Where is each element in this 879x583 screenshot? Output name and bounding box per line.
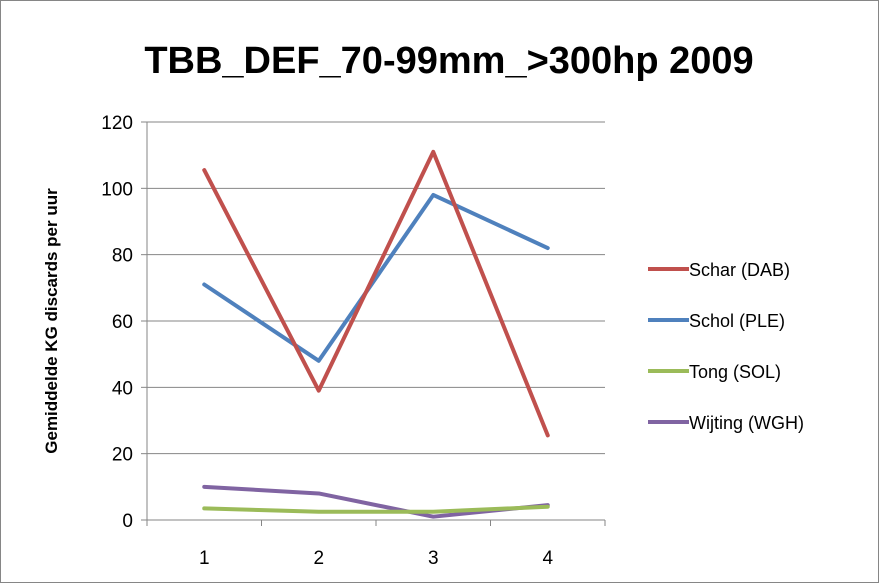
y-tick-label: 0 bbox=[122, 511, 133, 532]
x-tick-label: 3 bbox=[428, 548, 439, 569]
x-tick-label: 1 bbox=[199, 548, 210, 569]
y-tick-label: 80 bbox=[112, 246, 133, 267]
axes: 0 20 40 60 80 100 120 1 2 3 4 bbox=[101, 113, 606, 569]
legend-label: Schol (PLE) bbox=[689, 311, 785, 331]
y-tick-label: 40 bbox=[112, 378, 133, 399]
gridlines bbox=[147, 121, 605, 455]
plot-series bbox=[202, 149, 550, 519]
series-line bbox=[202, 504, 550, 514]
series-line bbox=[202, 192, 550, 363]
y-axis-title: Gemiddelde KG discards per uur bbox=[42, 188, 61, 454]
legend: Schar (DAB) Schol (PLE) Tong (SOL) Wijting … bbox=[648, 260, 804, 433]
series-line bbox=[202, 149, 550, 438]
x-tick-label: 4 bbox=[542, 548, 553, 569]
x-tick-label: 2 bbox=[313, 548, 324, 569]
y-tick-label: 100 bbox=[101, 179, 133, 200]
y-tick-label: 120 bbox=[101, 113, 133, 134]
legend-label: Schar (DAB) bbox=[689, 260, 790, 280]
legend-label: Wijting (WGH) bbox=[689, 413, 804, 433]
y-tick-label: 60 bbox=[112, 312, 133, 333]
legend-label: Tong (SOL) bbox=[689, 362, 781, 382]
y-tick-label: 20 bbox=[112, 445, 133, 466]
chart-title: TBB_DEF_70-99mm_>300hp 2009 bbox=[144, 40, 753, 82]
